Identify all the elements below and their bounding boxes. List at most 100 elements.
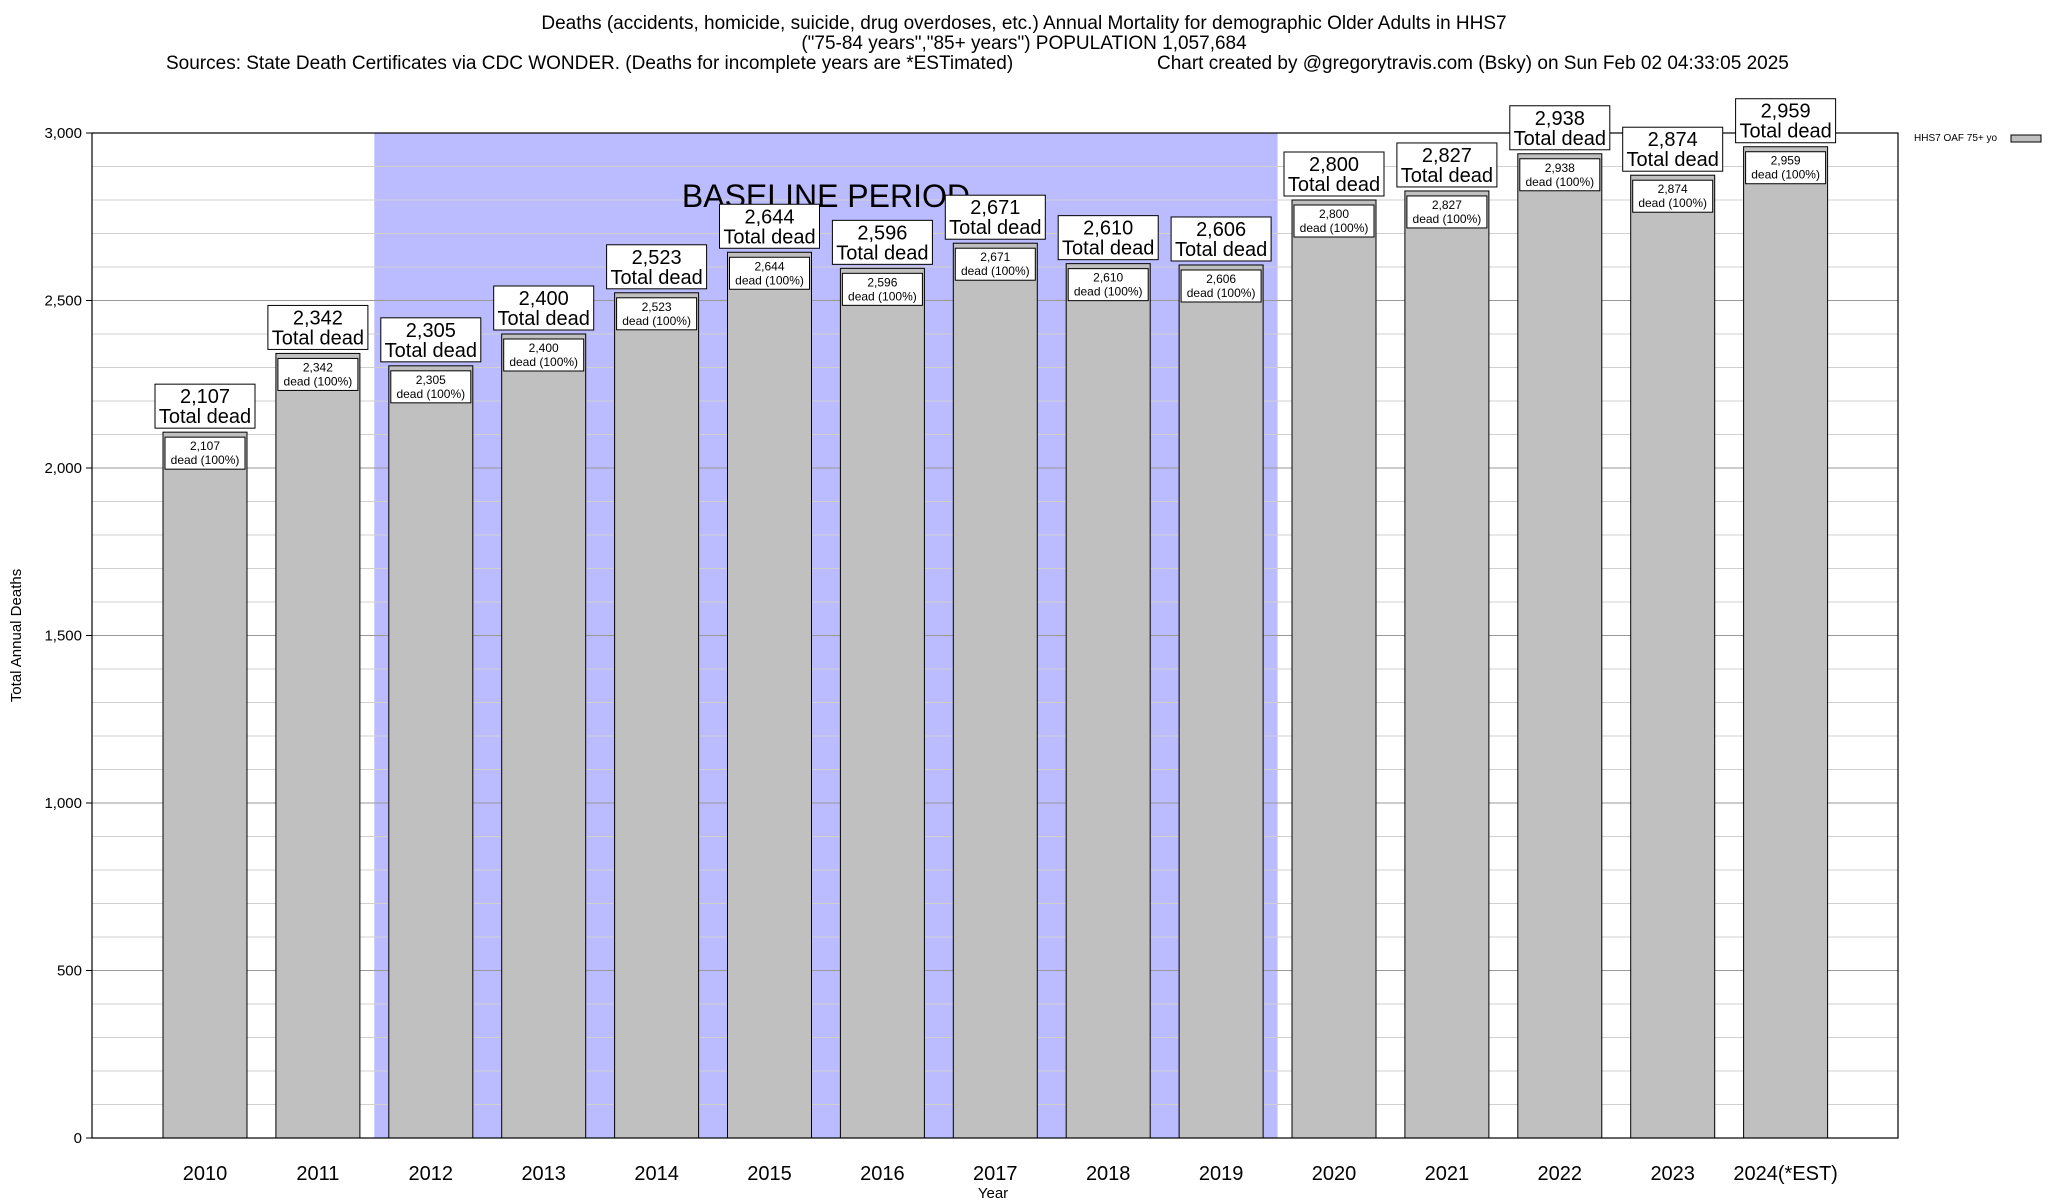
total-label-box [1735,98,1837,144]
bar-2010 [162,431,248,1139]
bar-2017 [952,242,1038,1139]
total-label-box [493,285,595,331]
x-tick-label: 2017 [973,1163,1018,1185]
x-tick-label: 2016 [860,1163,905,1185]
x-tick-label: 2011 [296,1163,339,1185]
bar-2013 [501,333,587,1139]
inner-value-label: 2,606 [1206,272,1236,286]
y-tick-label: 0 [74,1130,82,1147]
bar-2011 [275,352,361,1139]
y-tick-label: 3,000 [44,125,82,142]
inner-suffix-label: dead (100%) [1751,168,1820,182]
x-tick-label: 2014 [634,1163,679,1185]
total-value-label: 2,827 [1422,145,1472,167]
total-value-label: 2,523 [632,247,682,269]
inner-value-label: 2,800 [1319,207,1349,221]
x-tick-label: 2015 [747,1163,792,1185]
inner-value-label: 2,342 [303,360,333,374]
inner-suffix-label: dead (100%) [1638,196,1707,210]
inner-value-label: 2,400 [529,341,559,355]
inner-suffix-label: dead (100%) [396,387,465,401]
frame-layer: 0 500 1,000 1,500 2,000 2,500 3,000 2010 2011 201… [8,125,1899,1200]
total-suffix-label: Total dead [159,406,251,428]
inner-suffix-label: dead (100%) [1300,221,1369,235]
inner-label-box [616,297,698,331]
total-value-label: 2,800 [1309,154,1359,176]
bar-2021 [1404,190,1490,1139]
inner-label-box [954,247,1036,281]
inner-value-label: 2,644 [754,259,784,273]
title-line-2: ("75-84 years","85+ years") POPULATION 1… [801,33,1247,54]
inner-value-label: 2,874 [1658,182,1688,196]
total-suffix-label: Total dead [1062,238,1154,260]
total-label-box [831,219,933,265]
inner-suffix-label: dead (100%) [1187,286,1256,300]
x-tick-label: 2012 [409,1163,454,1185]
inner-label-box [1406,195,1488,229]
inner-value-label: 2,827 [1432,198,1462,212]
y-tick-label: 1,000 [44,795,82,812]
total-value-label: 2,671 [970,197,1020,219]
inner-label-box [1067,268,1149,302]
total-suffix-label: Total dead [1175,239,1267,261]
total-suffix-label: Total dead [1739,121,1831,143]
total-suffix-label: Total dead [498,308,590,330]
inner-label-box [1180,269,1262,303]
total-label-box [1396,142,1498,188]
sources-note: Sources: State Death Certificates via CD… [166,53,1014,74]
total-value-label: 2,596 [857,222,907,244]
bar-2012 [388,365,474,1139]
x-tick-label: 2024(*EST) [1733,1163,1838,1185]
total-label-box [606,244,708,290]
inner-suffix-label: dead (100%) [1525,175,1594,189]
inner-value-label: 2,938 [1545,161,1575,175]
total-suffix-label: Total dead [949,217,1041,239]
chart-title: Deaths (accidents, homicide, suicide, dr… [0,14,2048,54]
x-tick-label: 2020 [1312,1163,1357,1185]
total-suffix-label: Total dead [723,226,815,248]
inner-value-label: 2,596 [867,275,897,289]
y-tick-label: 500 [57,963,82,980]
total-suffix-label: Total dead [1627,149,1719,171]
y-tick-label: 1,500 [44,628,82,645]
inner-suffix-label: dead (100%) [735,273,804,287]
title-line-1: Deaths (accidents, homicide, suicide, dr… [541,13,1507,34]
total-value-label: 2,874 [1648,129,1698,151]
inner-label-box [503,338,585,372]
x-axis-label: Year [978,1185,1008,1200]
x-tick-label: 2019 [1199,1163,1244,1185]
total-label-box [1057,215,1159,261]
inner-value-label: 2,671 [980,250,1010,264]
total-suffix-label: Total dead [385,340,477,362]
total-label-box [1170,216,1272,262]
bar-2019 [1178,264,1264,1139]
y-axis-label: Total Annual Deaths [8,569,25,702]
inner-value-label: 2,959 [1771,154,1801,168]
bar-2020 [1291,199,1377,1139]
total-label-box [1622,126,1724,172]
chart-credit: Chart created by @gregorytravis.com (Bsk… [1157,53,1789,74]
total-suffix-label: Total dead [1514,128,1606,150]
total-suffix-label: Total dead [610,267,702,289]
total-value-label: 2,606 [1196,219,1246,241]
x-tick-label: 2023 [1650,1163,1695,1185]
total-label-box [380,317,482,363]
total-suffix-label: Total dead [836,242,928,264]
inner-label-box [164,436,246,470]
inner-suffix-label: dead (100%) [848,289,917,303]
total-suffix-label: Total dead [1401,165,1493,187]
total-value-label: 2,959 [1761,101,1811,123]
bar-2024(*EST) [1743,146,1829,1139]
legend-label: HHS7 OAF 75+ yo [1914,133,1998,144]
total-value-label: 2,938 [1535,108,1585,130]
inner-label-box [1293,204,1375,238]
inner-label-box [841,272,923,306]
inner-suffix-label: dead (100%) [1074,285,1143,299]
total-value-label: 2,644 [744,206,794,228]
total-label-box [944,194,1046,240]
inner-value-label: 2,610 [1093,271,1123,285]
inner-value-label: 2,523 [642,300,672,314]
bars-layer [162,146,1829,1139]
